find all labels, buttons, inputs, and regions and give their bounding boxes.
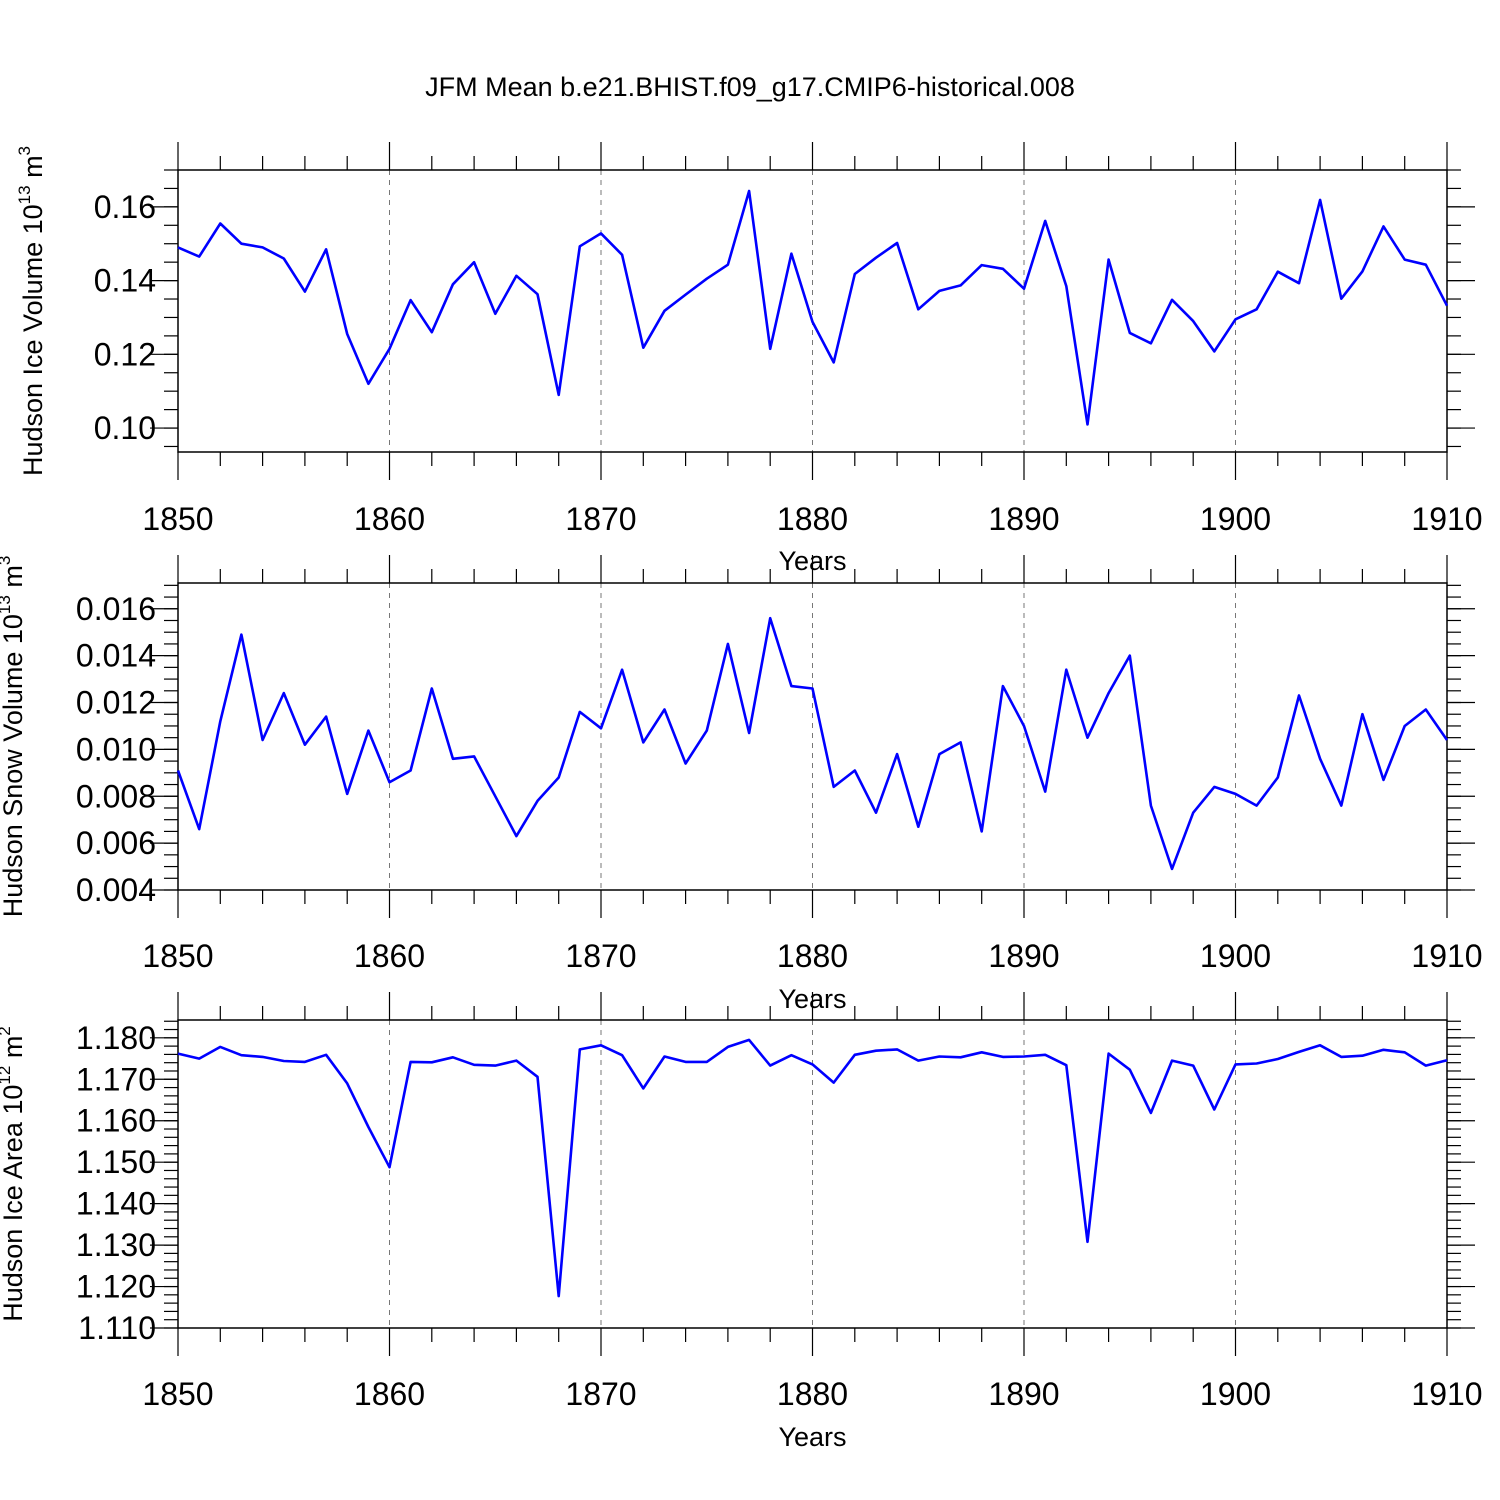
figure-title: JFM Mean b.e21.BHIST.f09_g17.CMIP6-histo… bbox=[425, 72, 1075, 102]
x-tick-label: 1850 bbox=[142, 1376, 213, 1412]
x-axis-label: Years bbox=[778, 1422, 846, 1452]
chart-panel-1: 1850 1860 1870 1880 1890 1900 1910 0.10 0.12 0.14… bbox=[15, 142, 1483, 576]
y-tick-label: 0.010 bbox=[76, 731, 156, 767]
y-tick-label: 1.140 bbox=[76, 1186, 156, 1222]
y-axis-label: Hudson Snow Volume 1013 m3 bbox=[0, 556, 28, 918]
y-tick-label: 1.160 bbox=[76, 1103, 156, 1139]
x-tick-label: 1900 bbox=[1200, 1376, 1271, 1412]
series-line-hudson-ice-area bbox=[177, 1038, 1448, 1298]
y-axis-label-base: Hudson Ice Area 10 bbox=[0, 1085, 28, 1322]
x-tick-label: 1900 bbox=[1200, 938, 1271, 974]
y-axis-label: Hudson Ice Volume 1013 m3 bbox=[15, 146, 48, 476]
y-tick-label: 0.016 bbox=[76, 591, 156, 627]
x-tick-label: 1870 bbox=[565, 1376, 636, 1412]
y-tick-label: 1.180 bbox=[76, 1020, 156, 1056]
y-tick-label: 1.120 bbox=[76, 1269, 156, 1305]
y-axis-label-unit: m bbox=[0, 1036, 28, 1066]
y-tick-label: 0.014 bbox=[76, 638, 156, 674]
x-tick-label: 1890 bbox=[988, 501, 1059, 537]
series-line-hudson-ice-volume bbox=[177, 189, 1449, 426]
y-axis-label-base: Hudson Ice Volume 10 bbox=[18, 204, 48, 476]
x-tick-label: 1900 bbox=[1200, 501, 1271, 537]
x-tick-label: 1910 bbox=[1411, 501, 1482, 537]
chart-panel-3: 1850 1860 1870 1880 1890 1900 1910 1.110 1.120 1.… bbox=[0, 992, 1483, 1452]
x-tick-label: 1890 bbox=[988, 1376, 1059, 1412]
y-tick-label: 1.110 bbox=[78, 1310, 156, 1346]
y-axis-label-exponent: 13 bbox=[15, 185, 34, 204]
y-tick-label: 0.012 bbox=[76, 685, 156, 721]
y-axis-label-unit-exponent: 3 bbox=[15, 146, 34, 155]
y-tick-label: 0.12 bbox=[94, 336, 156, 372]
y-axis-label-exponent: 12 bbox=[0, 1066, 14, 1085]
y-tick-label: 0.006 bbox=[76, 825, 156, 861]
x-tick-label: 1870 bbox=[565, 501, 636, 537]
y-axis-label-unit-exponent: 3 bbox=[0, 556, 14, 565]
series-line-hudson-snow-volume bbox=[176, 616, 1449, 871]
y-axis-label-unit: m bbox=[18, 155, 48, 185]
chart-panel-2: 1850 1860 1870 1880 1890 1900 1910 0.004 0.006 0.… bbox=[0, 555, 1483, 1014]
y-tick-label: 0.16 bbox=[94, 189, 156, 225]
x-tick-label: 1890 bbox=[988, 938, 1059, 974]
x-tick-label: 1880 bbox=[777, 501, 848, 537]
x-tick-label: 1860 bbox=[354, 501, 425, 537]
y-tick-label: 1.130 bbox=[76, 1227, 156, 1263]
y-tick-label: 0.008 bbox=[76, 778, 156, 814]
x-tick-label: 1860 bbox=[354, 938, 425, 974]
x-tick-label: 1850 bbox=[142, 938, 213, 974]
y-axis-label-unit: m bbox=[0, 565, 28, 595]
x-tick-label: 1910 bbox=[1411, 1376, 1482, 1412]
y-tick-label: 0.004 bbox=[76, 872, 156, 908]
y-axis-label-base: Hudson Snow Volume 10 bbox=[0, 614, 28, 917]
y-tick-label: 1.170 bbox=[76, 1061, 156, 1097]
y-axis-label-exponent: 13 bbox=[0, 595, 14, 614]
x-tick-label: 1880 bbox=[777, 1376, 848, 1412]
x-tick-label: 1870 bbox=[565, 938, 636, 974]
y-tick-label: 0.14 bbox=[94, 263, 156, 299]
y-tick-label: 1.150 bbox=[76, 1144, 156, 1180]
y-axis-label: Hudson Ice Area 1012 m2 bbox=[0, 1026, 28, 1322]
x-tick-label: 1850 bbox=[142, 501, 213, 537]
x-tick-label: 1860 bbox=[354, 1376, 425, 1412]
y-axis-label-unit-exponent: 2 bbox=[0, 1026, 14, 1035]
x-tick-label: 1880 bbox=[777, 938, 848, 974]
y-tick-label: 0.10 bbox=[94, 410, 156, 446]
x-tick-label: 1910 bbox=[1411, 938, 1482, 974]
